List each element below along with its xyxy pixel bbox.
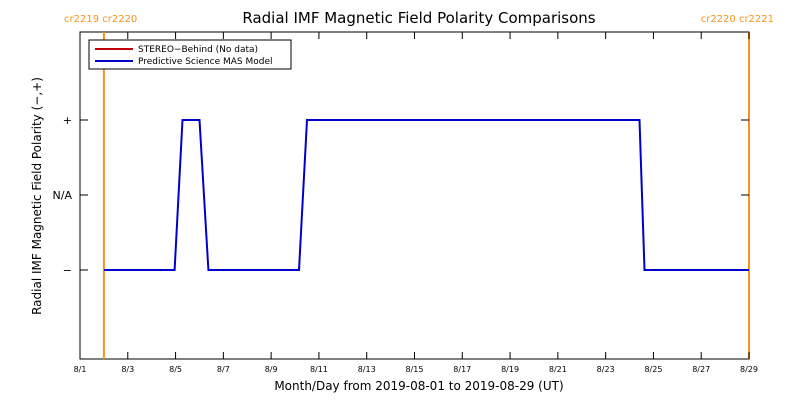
chart-title: Radial IMF Magnetic Field Polarity Compa… <box>242 9 595 27</box>
x-tick-label: 8/29 <box>740 365 758 374</box>
legend: STEREO−Behind (No data) Predictive Scien… <box>88 39 292 70</box>
y-tick-label: + <box>63 114 72 127</box>
legend-label-mas-model: Predictive Science MAS Model <box>138 57 273 67</box>
x-axis-label: Month/Day from 2019-08-01 to 2019-08-29 … <box>274 379 563 393</box>
legend-box <box>88 39 292 70</box>
y-axis-label: Radial IMF Magnetic Field Polarity (−,+) <box>30 77 44 315</box>
carrington-label: cr2219 cr2220 <box>64 14 137 25</box>
y-tick-label: N/A <box>53 189 73 202</box>
x-tick-label: 8/11 <box>310 365 328 374</box>
series-layer <box>103 119 749 271</box>
legend-label-stereo-behind: STEREO−Behind (No data) <box>138 45 258 55</box>
x-tick-label: 8/15 <box>406 365 424 374</box>
x-tick-label: 8/23 <box>597 365 615 374</box>
x-tick-label: 8/9 <box>265 365 278 374</box>
x-tick-label: 8/17 <box>453 365 471 374</box>
x-tick-label: 8/3 <box>121 365 134 374</box>
x-tick-label: 8/19 <box>501 365 519 374</box>
x-tick-label: 8/13 <box>358 365 376 374</box>
x-tick-label: 8/21 <box>549 365 567 374</box>
x-axis-ticks: 8/1 8/3 8/5 8/7 8/9 8/11 8/13 8/15 8/17 8/19 8/21 8… <box>74 32 758 374</box>
x-tick-label: 8/1 <box>74 365 87 374</box>
x-tick-label: 8/7 <box>217 365 230 374</box>
series-line-mas-model <box>103 119 749 271</box>
carrington-label: cr2220 cr2221 <box>701 14 774 25</box>
x-tick-label: 8/27 <box>692 365 710 374</box>
x-tick-label: 8/25 <box>644 365 662 374</box>
y-tick-label: − <box>63 264 72 277</box>
x-tick-label: 8/5 <box>169 365 182 374</box>
